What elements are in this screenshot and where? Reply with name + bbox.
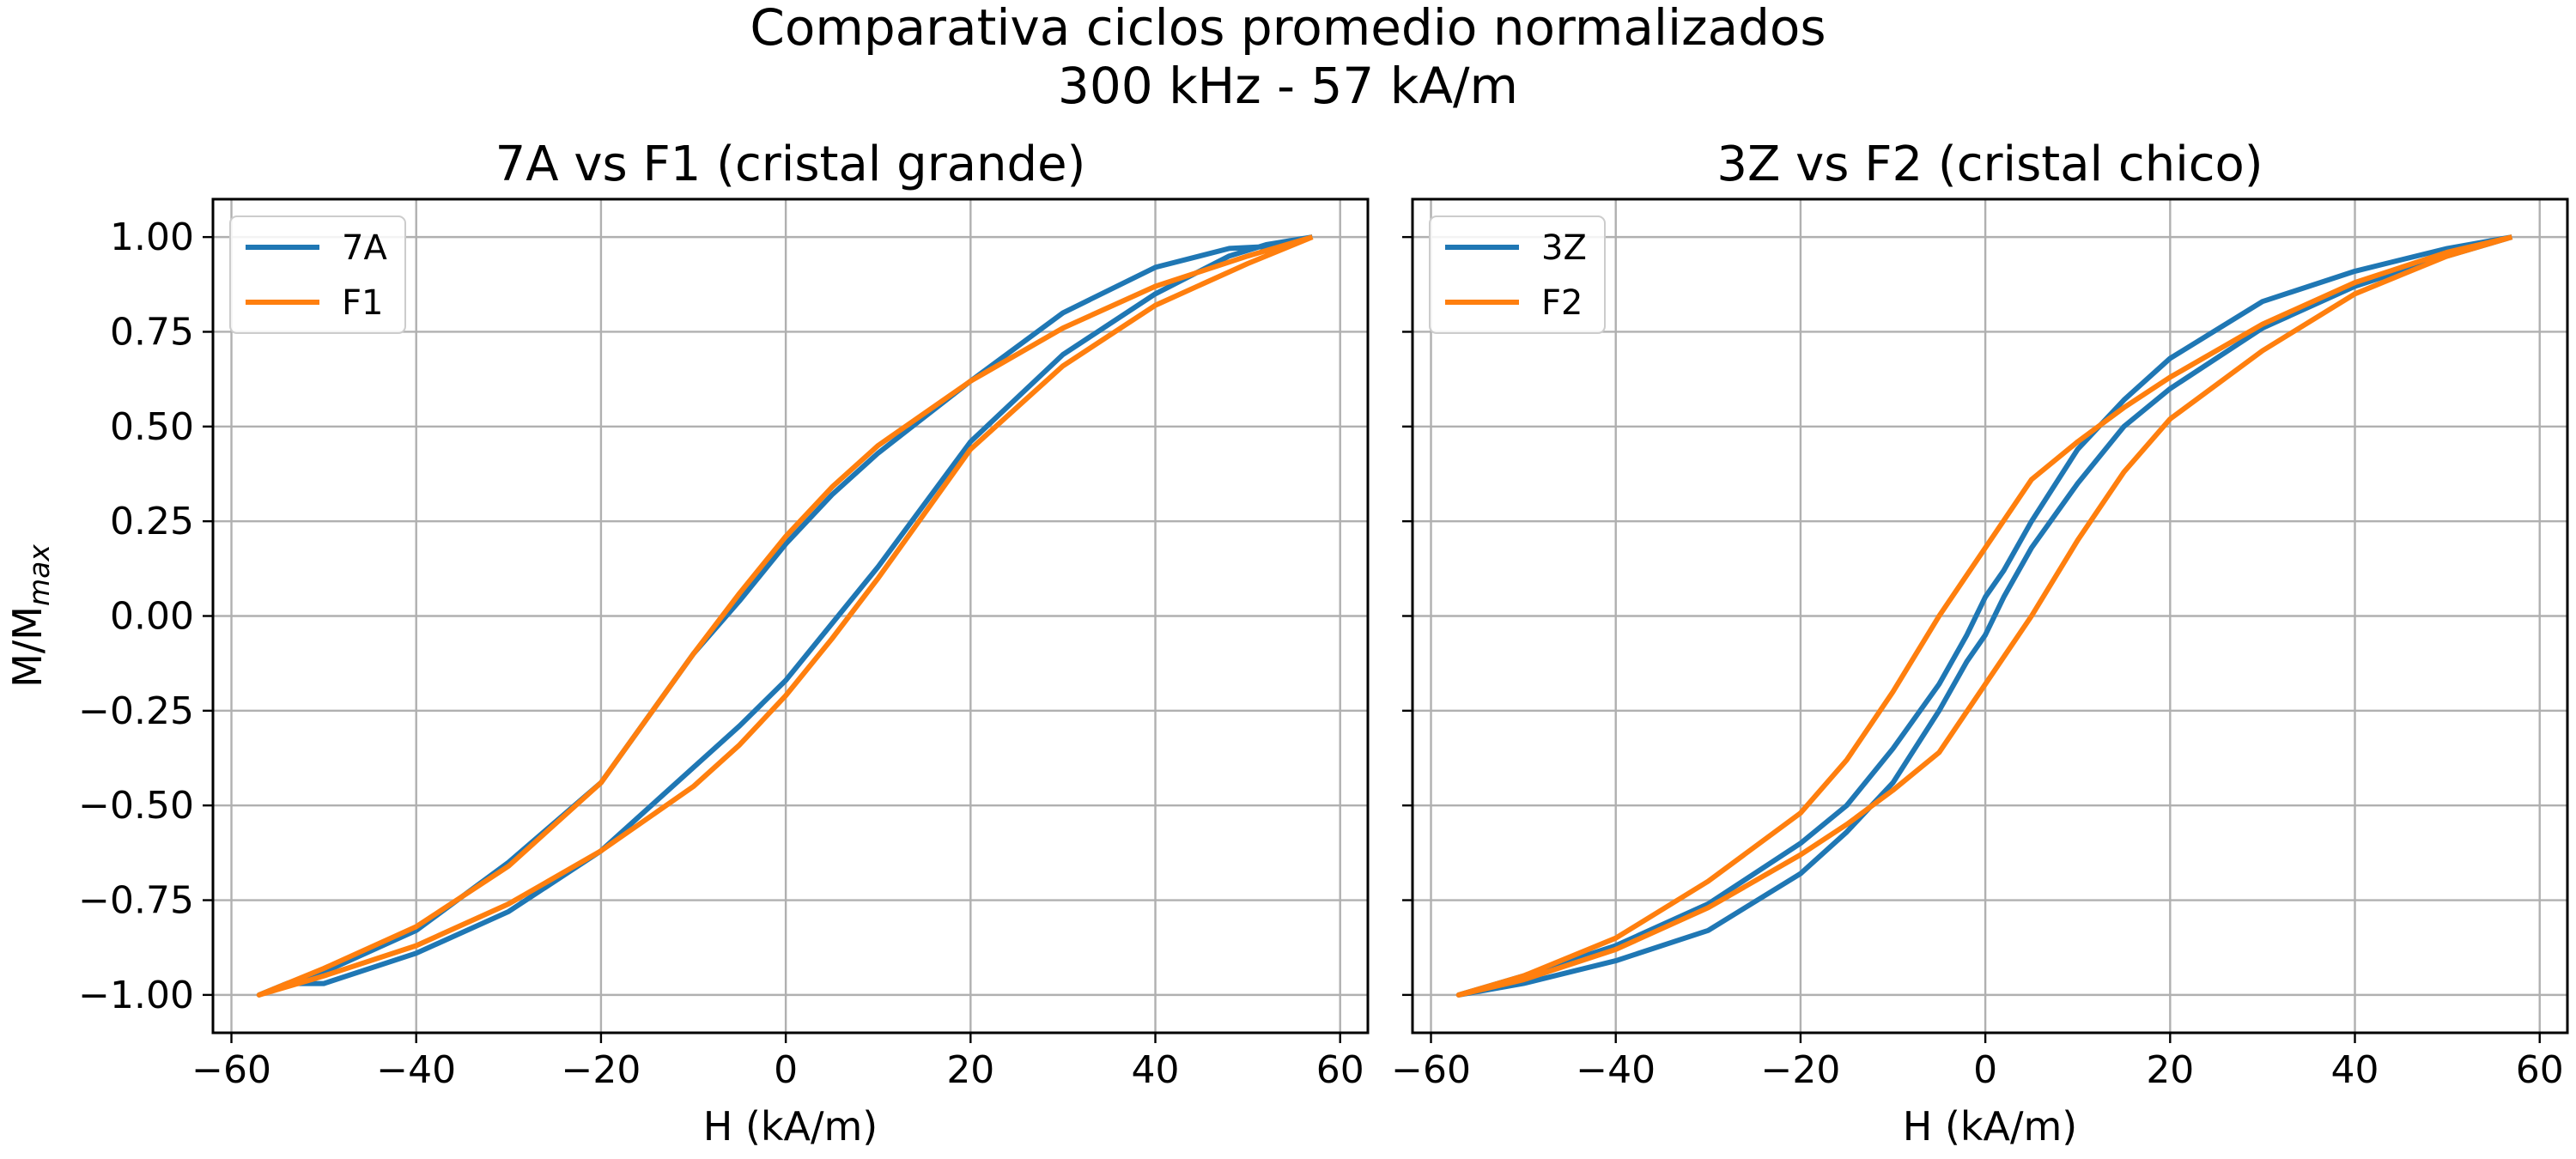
panels: −60 −40 −20 0 20 40 60 −1.00 −0.75 −0.50 −0.25 0.00… bbox=[4, 137, 2569, 1150]
x-tick-label: 20 bbox=[946, 1048, 994, 1092]
series-line-F1 bbox=[256, 234, 1314, 998]
y-tick-label: 0.50 bbox=[110, 405, 194, 449]
x-tick-label: 60 bbox=[2516, 1048, 2564, 1092]
chart-panel-2: −60 −40 −20 0 20 40 60 3Z vs F2 (cristal chico)… bbox=[1391, 137, 2569, 1150]
y-tick-label: −1.00 bbox=[78, 974, 194, 1017]
y-tick-label: −0.25 bbox=[78, 689, 194, 733]
y-tick-label: 0.00 bbox=[110, 595, 194, 639]
x-tick-label: 20 bbox=[2146, 1048, 2194, 1092]
x-tick-label: −20 bbox=[561, 1048, 641, 1092]
legend-label-F1: F1 bbox=[342, 283, 383, 323]
x-axis-label: H (kA/m) bbox=[1903, 1103, 2078, 1150]
x-tick-label: 0 bbox=[1973, 1048, 1997, 1092]
y-tick-label: −0.75 bbox=[78, 879, 194, 923]
panel-title: 3Z vs F2 (cristal chico) bbox=[1716, 137, 2263, 192]
y-axis-label-subscript: max bbox=[22, 544, 56, 606]
y-tick-label: 0.75 bbox=[110, 310, 194, 354]
figure-title-line1: Comparativa ciclos promedio normalizados bbox=[750, 0, 1826, 57]
legend-label-3Z: 3Z bbox=[1541, 228, 1587, 268]
y-tick-label: −0.50 bbox=[78, 784, 194, 828]
y-tick-label: 1.00 bbox=[110, 215, 194, 259]
x-tick-label: 60 bbox=[1316, 1048, 1364, 1092]
series-line-F2 bbox=[1455, 234, 2513, 998]
y-axis-label: M/Mmax bbox=[4, 544, 56, 688]
x-tick-label: 40 bbox=[2331, 1048, 2379, 1092]
x-tick-label: 40 bbox=[1132, 1048, 1180, 1092]
y-axis-label-main: M/M bbox=[4, 606, 51, 688]
y-tick-label: 0.25 bbox=[110, 500, 194, 543]
x-tick-label: −60 bbox=[1391, 1048, 1471, 1092]
x-tick-label: −20 bbox=[1760, 1048, 1840, 1092]
legend-label-7A: 7A bbox=[342, 228, 387, 268]
x-tick-label: −60 bbox=[191, 1048, 271, 1092]
x-tick-label: −40 bbox=[1576, 1048, 1656, 1092]
x-tick-label: 0 bbox=[774, 1048, 798, 1092]
figure-title-line2: 300 kHz - 57 kA/m bbox=[1058, 57, 1518, 115]
x-axis-label: H (kA/m) bbox=[703, 1103, 878, 1150]
legend-label-F2: F2 bbox=[1541, 283, 1583, 323]
x-tick-label: −40 bbox=[376, 1048, 456, 1092]
panel-title: 7A vs F1 (cristal grande) bbox=[495, 137, 1086, 192]
chart-panel-1: −60 −40 −20 0 20 40 60 −1.00 −0.75 −0.50 −0.25 0.00… bbox=[4, 137, 1370, 1150]
